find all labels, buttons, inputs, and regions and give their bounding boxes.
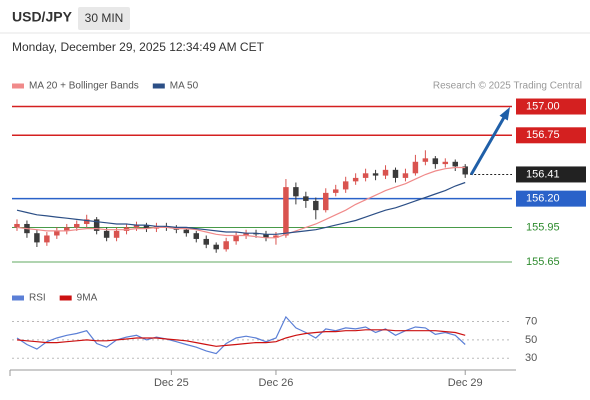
forecast-arrow (469, 109, 510, 176)
candle-body (432, 158, 439, 165)
y-tick-label: 50 (525, 334, 537, 346)
level-label: 155.95 (526, 221, 560, 233)
candle-body (382, 169, 389, 176)
level-label-box (516, 98, 586, 115)
legend-swatch (12, 83, 24, 89)
y-tick-label: 70 (525, 315, 537, 327)
candle-body (283, 187, 289, 236)
candle-body (64, 227, 70, 231)
level-label-box (516, 166, 586, 183)
level-label-box (516, 127, 586, 144)
candle-body (183, 229, 190, 234)
candle-body (74, 223, 80, 228)
candle-body (402, 173, 409, 178)
candle-body (342, 181, 349, 190)
candle-body (313, 200, 319, 211)
candle-body (203, 238, 209, 245)
candle-body (422, 158, 429, 162)
candle-body (442, 161, 449, 165)
legend-swatch (12, 295, 24, 301)
candle-body (273, 235, 279, 238)
legend-label: RSI (29, 293, 46, 304)
candle-body (392, 169, 399, 178)
y-tick-label: 30 (525, 352, 537, 364)
candle-body (462, 166, 468, 175)
level-label: 156.20 (526, 193, 560, 205)
candle-body (83, 219, 90, 224)
candle-body (293, 187, 299, 197)
candle-body (93, 219, 100, 231)
timeframe: 30 MIN (85, 11, 124, 25)
candle-body (133, 225, 140, 228)
series-line (16, 166, 466, 239)
candle-body (193, 233, 200, 239)
x-tick-label: Dec 26 (259, 377, 294, 389)
legend-swatch (152, 83, 165, 89)
candle-body (243, 233, 249, 236)
credit: Research © 2025 Trading Central (433, 81, 582, 92)
candle-body (332, 189, 339, 193)
series-line (16, 181, 466, 235)
legend-swatch (59, 295, 72, 301)
candle-body (452, 161, 458, 167)
candle-body (113, 230, 120, 238)
candle-body (223, 241, 229, 250)
candle-body (412, 161, 419, 174)
legend-label: 9MA (77, 293, 98, 304)
level-label: 156.75 (526, 129, 560, 141)
symbol: USD/JPY (12, 9, 73, 25)
x-tick-label: Dec 25 (154, 377, 189, 389)
candle-body (213, 244, 219, 250)
series-line (16, 315, 466, 355)
candle-body (233, 235, 239, 242)
series-line (16, 329, 466, 347)
legend-label: MA 50 (170, 81, 199, 92)
level-label: 155.65 (526, 256, 560, 268)
level-label-box (516, 190, 586, 207)
candle-body (34, 233, 40, 243)
candle-body (362, 173, 369, 178)
x-tick-label: Dec 29 (448, 377, 483, 389)
candle-body (352, 177, 359, 182)
candle-body (323, 192, 329, 211)
candle-body (303, 196, 309, 201)
candle-body (143, 225, 150, 229)
candle-body (54, 230, 60, 236)
timestamp: Monday, December 29, 2025 12:34:49 AM CE… (12, 40, 265, 54)
candle-body (44, 235, 50, 243)
candle-body (103, 230, 110, 238)
candle-body (372, 173, 379, 176)
forecast-arrowhead (499, 107, 510, 121)
candle-body (14, 223, 20, 228)
legend-label: MA 20 + Bollinger Bands (29, 81, 139, 92)
timeframe-box (78, 7, 130, 30)
candle-body (263, 234, 269, 238)
level-label: 156.41 (526, 168, 560, 180)
level-label: 157.00 (526, 100, 560, 112)
